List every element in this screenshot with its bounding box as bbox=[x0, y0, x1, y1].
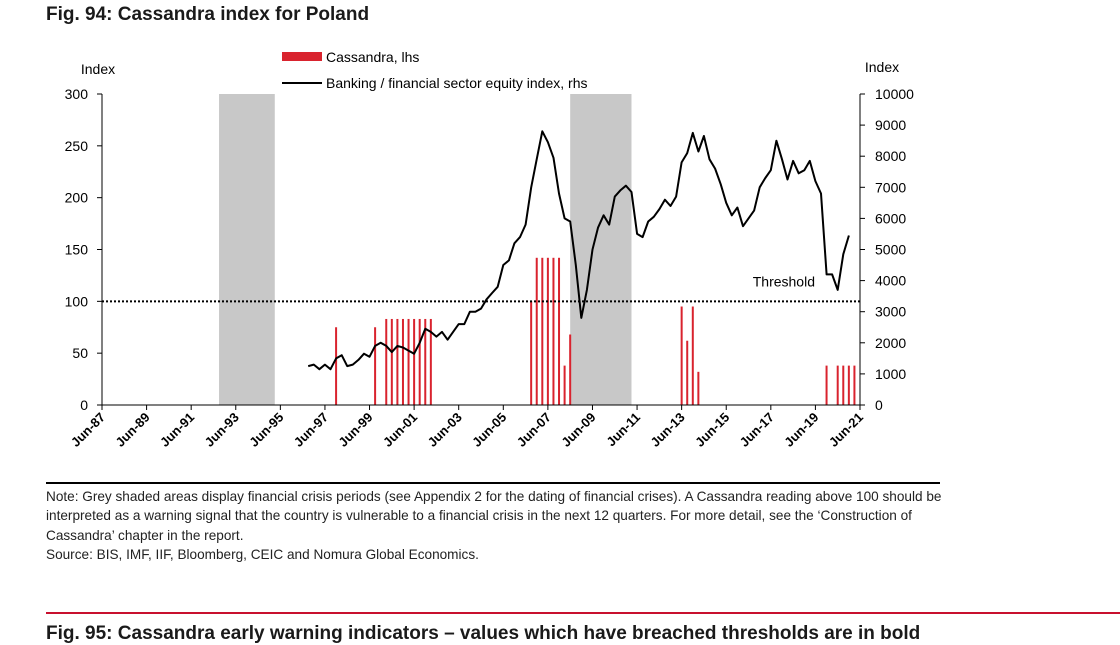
note-divider bbox=[46, 482, 940, 484]
cassandra-bar bbox=[853, 365, 856, 405]
figure-title: Fig. 94: Cassandra index for Poland bbox=[46, 4, 370, 25]
x-tick-label: Jun-09 bbox=[558, 410, 598, 450]
cassandra-bar bbox=[680, 306, 683, 405]
cassandra-bar bbox=[407, 318, 410, 405]
cassandra-bar bbox=[390, 318, 393, 405]
x-tick-label: Jun-95 bbox=[246, 410, 286, 450]
cassandra-chart: Threshold 050100150200250300010002000300… bbox=[65, 49, 915, 450]
section-divider bbox=[46, 612, 1120, 614]
x-tick-label: Jun-17 bbox=[737, 410, 777, 450]
x-tick-label: Jun-07 bbox=[514, 410, 554, 450]
cassandra-bar bbox=[563, 365, 566, 405]
x-tick-label: Jun-05 bbox=[469, 410, 509, 450]
cassandra-bar bbox=[552, 257, 555, 405]
cassandra-bar bbox=[691, 306, 694, 405]
x-tick-label: Jun-19 bbox=[781, 410, 821, 450]
cassandra-bar bbox=[825, 365, 828, 405]
right-axis-title: Index bbox=[865, 59, 899, 75]
cassandra-bar bbox=[558, 257, 561, 405]
x-tick-label: Jun-93 bbox=[202, 410, 242, 450]
right-tick-label: 2000 bbox=[875, 335, 906, 351]
x-tick-label: Jun-03 bbox=[425, 410, 465, 450]
cassandra-bar bbox=[546, 257, 549, 405]
left-tick-label: 300 bbox=[65, 86, 89, 102]
crisis-period-shade bbox=[570, 94, 632, 405]
cassandra-bar bbox=[530, 301, 533, 405]
right-tick-label: 7000 bbox=[875, 179, 906, 195]
x-tick-label: Jun-13 bbox=[648, 410, 688, 450]
right-tick-label: 8000 bbox=[875, 148, 906, 164]
right-tick-label: 6000 bbox=[875, 210, 906, 226]
x-tick-label: Jun-99 bbox=[335, 410, 375, 450]
cassandra-bar bbox=[686, 340, 689, 405]
cassandra-bar bbox=[429, 318, 432, 405]
source-text: Source: BIS, IMF, IIF, Bloomberg, CEIC a… bbox=[46, 546, 479, 562]
cassandra-bar bbox=[335, 327, 338, 405]
left-tick-label: 200 bbox=[65, 190, 89, 206]
cassandra-bar bbox=[413, 318, 416, 405]
right-tick-label: 10000 bbox=[875, 86, 914, 102]
right-tick-label: 4000 bbox=[875, 273, 906, 289]
cassandra-bar bbox=[569, 334, 572, 405]
cassandra-bar bbox=[396, 318, 399, 405]
legend-line-label: Banking / financial sector equity index,… bbox=[326, 75, 587, 91]
cassandra-bar bbox=[424, 318, 427, 405]
right-tick-label: 0 bbox=[875, 397, 883, 413]
legend-bar-label: Cassandra, lhs bbox=[326, 49, 419, 65]
right-tick-label: 5000 bbox=[875, 242, 906, 258]
right-tick-label: 3000 bbox=[875, 304, 906, 320]
x-tick-label: Jun-97 bbox=[291, 410, 331, 450]
right-tick-label: 9000 bbox=[875, 117, 906, 133]
note-text: Note: Grey shaded areas display financia… bbox=[46, 489, 942, 543]
next-figure-title: Fig. 95: Cassandra early warning indicat… bbox=[46, 623, 921, 644]
left-tick-label: 100 bbox=[65, 293, 89, 309]
left-tick-label: 50 bbox=[72, 345, 88, 361]
threshold-label: Threshold bbox=[753, 273, 815, 289]
cassandra-bar bbox=[836, 365, 839, 405]
cassandra-bar bbox=[374, 327, 377, 405]
x-tick-label: Jun-87 bbox=[68, 410, 108, 450]
x-tick-label: Jun-15 bbox=[692, 410, 732, 450]
cassandra-bar bbox=[847, 365, 850, 405]
x-tick-label: Jun-89 bbox=[112, 410, 152, 450]
equity-index-line bbox=[307, 130, 850, 371]
x-tick-label: Jun-11 bbox=[603, 410, 643, 450]
legend-bar-swatch bbox=[282, 52, 322, 61]
right-tick-label: 1000 bbox=[875, 366, 906, 382]
cassandra-bar bbox=[418, 318, 421, 405]
cassandra-bar bbox=[385, 318, 388, 405]
x-tick-label: Jun-01 bbox=[380, 410, 420, 450]
chart-notes: Note: Grey shaded areas display financia… bbox=[46, 487, 946, 564]
cassandra-bar bbox=[842, 365, 845, 405]
x-tick-label: Jun-21 bbox=[826, 410, 866, 450]
cassandra-bar bbox=[535, 257, 538, 405]
left-tick-label: 150 bbox=[65, 242, 89, 258]
x-tick-label: Jun-91 bbox=[157, 410, 197, 450]
crisis-period-shade bbox=[219, 94, 275, 405]
cassandra-bar bbox=[541, 257, 544, 405]
left-axis-title: Index bbox=[81, 61, 115, 77]
left-tick-label: 0 bbox=[80, 397, 88, 413]
cassandra-bar bbox=[697, 371, 700, 405]
left-tick-label: 250 bbox=[65, 138, 89, 154]
cassandra-bar bbox=[401, 318, 404, 405]
